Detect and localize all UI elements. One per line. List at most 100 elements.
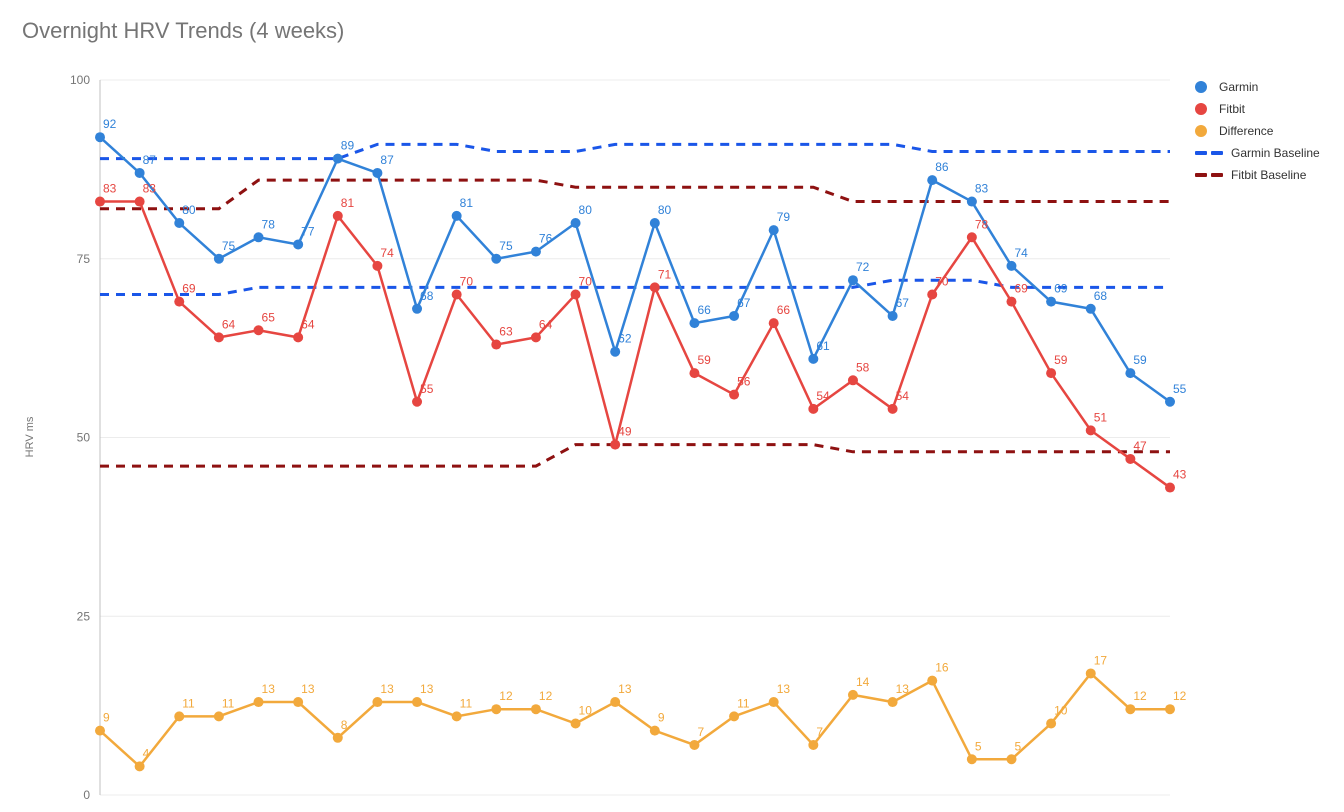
garmin-point-label: 83 [975, 182, 989, 196]
garmin-point [135, 168, 145, 178]
garmin-point-label: 80 [579, 203, 593, 217]
difference-point [293, 697, 303, 707]
y-tick-label: 100 [70, 73, 90, 87]
difference-point-label: 14 [856, 675, 870, 689]
difference-point-label: 9 [103, 711, 110, 725]
fitbit-point [254, 325, 264, 335]
difference-point [888, 697, 898, 707]
difference-line [100, 673, 1170, 766]
fitbit-point-label: 65 [262, 310, 276, 324]
difference-point [808, 740, 818, 750]
garmin-point-label: 72 [856, 260, 870, 274]
fitbit-point-label: 83 [143, 182, 157, 196]
difference-point-label: 13 [618, 682, 632, 696]
difference-point-label: 12 [539, 689, 553, 703]
garmin-point [531, 247, 541, 257]
difference-point [571, 719, 581, 729]
difference-point [531, 704, 541, 714]
hrv-chart: Overnight HRV Trends (4 weeks) HRV ms 02… [0, 0, 1344, 812]
garmin-point-label: 75 [499, 239, 513, 253]
fitbit-point-label: 49 [618, 425, 632, 439]
fitbit-point-label: 74 [380, 246, 394, 260]
difference-point-label: 17 [1094, 653, 1108, 667]
garmin-point-label: 67 [896, 296, 910, 310]
fitbit-point-label: 47 [1133, 439, 1147, 453]
difference-point-label: 8 [341, 718, 348, 732]
difference-point-label: 11 [182, 696, 195, 710]
fitbit-point [610, 440, 620, 450]
fitbit-point-label: 69 [1014, 282, 1028, 296]
garmin-point-label: 92 [103, 117, 117, 131]
difference-point-label: 7 [697, 725, 704, 739]
difference-point [372, 697, 382, 707]
fitbit-point-label: 70 [460, 275, 474, 289]
garmin-point [967, 197, 977, 207]
difference-point [689, 740, 699, 750]
garmin-point [927, 175, 937, 185]
legend-item: Difference [1195, 124, 1320, 138]
legend-dash-icon [1195, 151, 1223, 155]
difference-point-label: 11 [222, 696, 235, 710]
difference-point [1006, 754, 1016, 764]
difference-point [610, 697, 620, 707]
garmin-point-label: 69 [1054, 282, 1068, 296]
garmin-point [491, 254, 501, 264]
garmin-point [95, 132, 105, 142]
difference-point [967, 754, 977, 764]
fitbit-point [452, 290, 462, 300]
garmin-point-label: 66 [697, 303, 711, 317]
difference-point [1046, 719, 1056, 729]
y-tick-label: 0 [83, 788, 90, 802]
y-tick-label: 75 [77, 252, 91, 266]
legend-item: Garmin [1195, 80, 1320, 94]
garmin-point-label: 61 [816, 339, 830, 353]
fitbit-point-label: 69 [182, 282, 196, 296]
difference-point [729, 711, 739, 721]
difference-point-label: 12 [499, 689, 513, 703]
garmin-point [610, 347, 620, 357]
garmin-point-label: 77 [301, 224, 315, 238]
y-tick-label: 25 [77, 609, 91, 623]
garmin-point-label: 67 [737, 296, 751, 310]
difference-point-label: 13 [380, 682, 394, 696]
fitbit-point-label: 59 [697, 353, 711, 367]
fitbit-point [95, 197, 105, 207]
difference-point [135, 761, 145, 771]
fitbit-point-label: 54 [816, 389, 830, 403]
garmin-point [1046, 297, 1056, 307]
fitbit-point [531, 332, 541, 342]
garmin-point-label: 76 [539, 232, 553, 246]
fitbit-point [1006, 297, 1016, 307]
legend-label: Garmin Baseline [1231, 146, 1320, 160]
garmin-point [848, 275, 858, 285]
difference-point-label: 12 [1173, 689, 1187, 703]
legend-item: Garmin Baseline [1195, 146, 1320, 160]
fitbit-point-label: 54 [896, 389, 910, 403]
difference-point-label: 4 [143, 746, 150, 760]
legend-label: Fitbit [1219, 102, 1245, 116]
garmin-point [769, 225, 779, 235]
fitbit-point [174, 297, 184, 307]
difference-point [848, 690, 858, 700]
fitbit-point [1046, 368, 1056, 378]
garmin-point [293, 239, 303, 249]
difference-point [650, 726, 660, 736]
difference-point-label: 10 [579, 704, 593, 718]
difference-point [769, 697, 779, 707]
difference-point-label: 5 [1014, 739, 1021, 753]
legend-marker-icon [1195, 81, 1207, 93]
difference-point [1165, 704, 1175, 714]
fitbit-point [650, 282, 660, 292]
difference-point-label: 7 [816, 725, 823, 739]
fitbit-point [412, 397, 422, 407]
fitbit-point-label: 83 [103, 182, 117, 196]
legend-item: Fitbit Baseline [1195, 168, 1320, 182]
fitbit-point [808, 404, 818, 414]
fitbit-point-label: 78 [975, 217, 989, 231]
difference-point [927, 676, 937, 686]
fitbit-point-label: 55 [420, 382, 434, 396]
fitbit-point [967, 232, 977, 242]
fitbit-point [848, 375, 858, 385]
garmin-point-label: 81 [460, 196, 474, 210]
fitbit-point [214, 332, 224, 342]
